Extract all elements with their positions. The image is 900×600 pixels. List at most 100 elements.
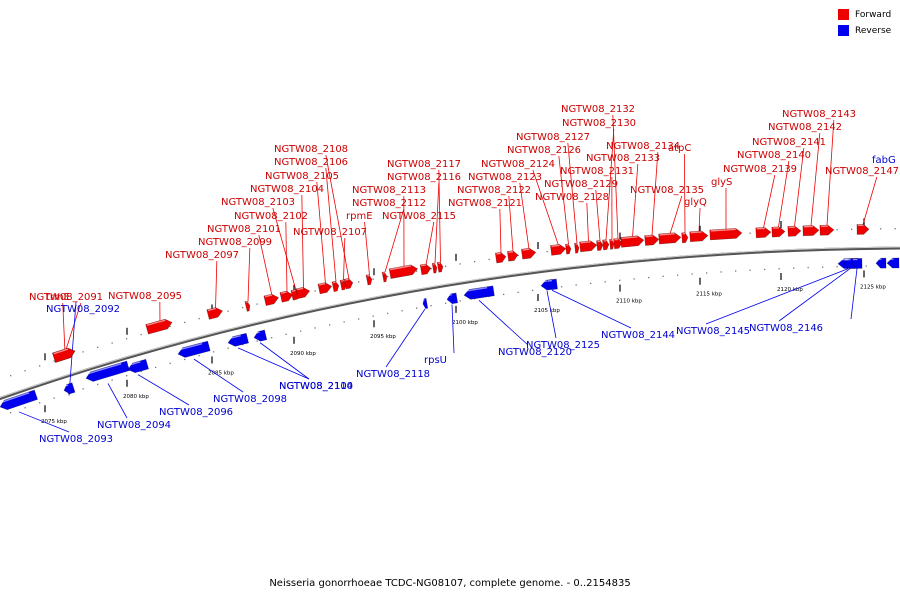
track-dot <box>126 375 128 377</box>
gene-reverse <box>463 285 495 300</box>
legend-forward-swatch <box>838 9 849 20</box>
track-dot <box>39 365 41 367</box>
track-dot <box>691 273 693 275</box>
track-dot <box>735 270 737 272</box>
track-dot <box>677 274 679 276</box>
gene-reverse <box>446 292 459 305</box>
gene-forward <box>145 318 173 335</box>
track-dot <box>880 228 882 230</box>
gene-label-reverse: NGTW08_2145 <box>676 326 750 337</box>
genome-backbone-highlight <box>0 246 900 399</box>
gene-forward <box>644 234 660 246</box>
leader-line <box>259 342 310 380</box>
gene-forward <box>431 262 438 274</box>
track-dot <box>242 343 244 346</box>
track-dot <box>865 265 867 267</box>
gene-label-forward: NGTW08_2115 <box>382 211 456 222</box>
gene-forward <box>317 282 333 295</box>
gene-forward <box>681 232 689 244</box>
track-dot <box>517 254 519 257</box>
track-dot <box>822 266 824 268</box>
leader-line <box>632 163 639 238</box>
track-dot <box>561 286 563 288</box>
leader-line <box>237 347 310 380</box>
gene-label-forward: NGTW08_2147 <box>825 166 899 177</box>
gene-forward <box>802 225 820 237</box>
track-dot <box>97 383 99 386</box>
leader-line <box>272 207 297 291</box>
legend-reverse-swatch <box>838 25 849 36</box>
gene-forward <box>419 263 432 276</box>
leader-line <box>137 374 190 406</box>
leader-line <box>826 119 835 226</box>
gene-label-forward: rpmE <box>346 211 373 222</box>
track-dot <box>836 266 838 268</box>
gene-reverse <box>253 329 268 342</box>
gene-label-reverse: fabG <box>872 155 896 166</box>
gene-label-forward: NGTW08_2133 <box>586 153 660 164</box>
gene-label-forward: NGTW08_2104 <box>250 184 324 195</box>
gene-label-forward: NGTW08_2130 <box>562 118 636 129</box>
gene-forward <box>771 226 786 238</box>
gene-reverse <box>546 278 558 290</box>
label-leaders <box>18 114 878 433</box>
gene-label-forward: NGTW08_2132 <box>561 104 635 115</box>
track-dot <box>140 333 142 336</box>
gene-forward <box>494 251 507 264</box>
gene-label-forward: NGTW08_2105 <box>265 171 339 182</box>
gene-label-reverse: NGTW08_2100 <box>279 381 353 392</box>
track-dot <box>459 300 461 302</box>
leader-line <box>698 207 701 232</box>
gene-label-forward: NGTW08_2124 <box>481 159 555 170</box>
leader-line <box>384 208 405 273</box>
leader-line <box>343 237 346 281</box>
leader-line <box>258 234 273 296</box>
track-dot <box>503 293 505 296</box>
gene-label-forward: NGTW08_2143 <box>782 109 856 120</box>
gene-forward <box>596 240 604 251</box>
legend-reverse: Reverse <box>838 25 891 36</box>
gene-reverse <box>886 257 900 269</box>
gene-forward <box>709 228 743 241</box>
leader-line <box>605 128 615 241</box>
leader-line <box>810 132 821 226</box>
leader-line <box>558 155 569 245</box>
gene-label-reverse: rpsU <box>424 355 447 366</box>
gene-label-forward: NGTW08_2126 <box>507 145 581 156</box>
gene-forward <box>613 238 623 250</box>
track-dot <box>97 346 99 349</box>
gene-label-reverse: NGTW08_2146 <box>749 323 823 334</box>
gene-label-forward: NGTW08_2127 <box>516 132 590 143</box>
gene-forward <box>388 264 419 279</box>
gene-label-forward: NGTW08_2102 <box>234 211 308 222</box>
tick-label: 2095 kbp <box>370 334 396 340</box>
gene-forward <box>295 286 311 299</box>
gene-forward <box>263 293 280 307</box>
tick-label: 2085 kbp <box>208 370 234 376</box>
gene-forward <box>365 274 373 286</box>
gene-label-forward: NGTW08_2101 <box>207 224 281 235</box>
gene-forward <box>244 300 251 312</box>
gene-label-forward: NGTW08_2123 <box>468 172 542 183</box>
track-dot <box>184 321 186 324</box>
leader-line <box>107 383 128 419</box>
leader-line <box>438 169 441 263</box>
gene-forward <box>381 271 388 283</box>
track-dot <box>53 397 55 399</box>
gene-label-forward: NGTW08_2103 <box>221 197 295 208</box>
legend-forward: Forward <box>838 9 891 20</box>
gene-label-forward: NGTW08_2107 <box>293 227 367 238</box>
track-dot <box>706 272 708 274</box>
gene-forward <box>521 247 537 260</box>
gene-forward <box>574 242 580 254</box>
gene-label-forward: NGTW08_2117 <box>387 159 461 170</box>
track-dot <box>169 362 171 365</box>
track-dot <box>546 250 548 253</box>
leader-line <box>434 182 440 264</box>
gene-label-reverse: NGTW08_2118 <box>356 369 430 380</box>
gene-label-reverse: NGTW08_2144 <box>601 330 675 341</box>
track-dot <box>488 258 490 261</box>
gene-reverse <box>851 258 863 269</box>
track-dot <box>387 312 389 315</box>
tick-label: 2120 kbp <box>777 287 803 293</box>
